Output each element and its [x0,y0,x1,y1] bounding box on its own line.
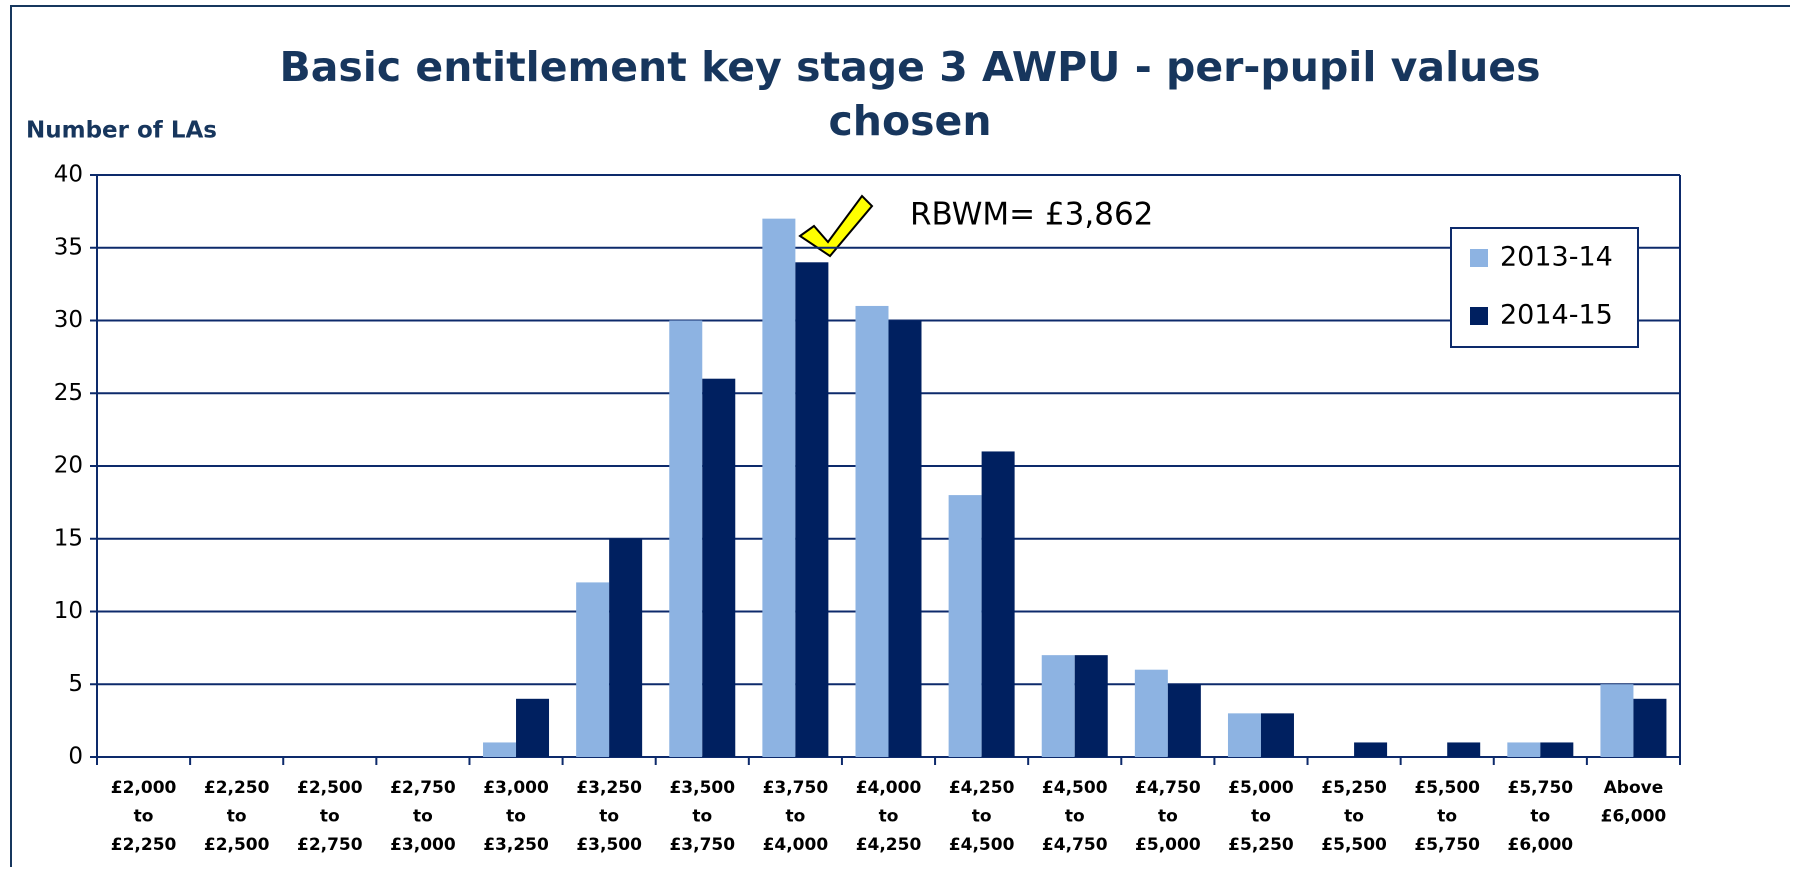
bar [609,538,643,757]
legend-label: 2013-14 [1500,242,1613,273]
bar [576,582,610,757]
checkmark [798,194,874,258]
legend-label: 2014-15 [1500,300,1613,331]
y-tick-label: 20 [54,453,83,479]
bar [1354,742,1388,757]
bar [762,218,796,757]
x-tick-label: £4,000 to £4,250 [856,778,922,855]
y-tick-label: 30 [54,307,83,333]
bar [669,320,703,757]
bar [1600,684,1634,757]
legend-swatch [1470,249,1488,267]
bar [516,698,550,757]
x-tick-label: £5,750 to £6,000 [1508,778,1574,855]
y-tick-label: 5 [68,671,83,697]
bar [948,495,982,757]
bar [483,742,517,757]
legend-swatch [1470,307,1488,325]
x-tick-label: £3,000 to £3,250 [483,778,549,855]
x-tick-label: £2,000 to £2,250 [111,778,177,855]
y-axis-label: Number of LAs [26,118,217,144]
frame [10,5,1790,867]
bar [1074,655,1108,757]
bar [888,320,922,757]
bar [1507,742,1541,757]
bar [1447,742,1481,757]
bar [855,305,889,757]
x-tick-label: £2,750 to £3,000 [390,778,456,855]
y-tick-label: 35 [54,234,83,260]
bar [1260,713,1294,757]
legend-box [1450,227,1639,348]
bar [1227,713,1261,757]
x-tick-label: £4,750 to £5,000 [1135,778,1201,855]
x-tick-label: £5,000 to £5,250 [1228,778,1294,855]
y-tick-label: 10 [54,598,83,624]
bar [1540,742,1574,757]
x-tick-label: £2,500 to £2,750 [297,778,363,855]
annotation: RBWM= £3,862 [910,197,1153,233]
y-tick-label: 15 [54,525,83,551]
bar [1134,669,1168,757]
x-tick-label: £4,500 to £4,750 [1042,778,1108,855]
y-tick-label: 0 [68,744,83,770]
bar [1633,698,1667,757]
x-tick-label: £4,250 to £4,500 [949,778,1015,855]
y-tick-label: 40 [54,162,83,188]
x-tick-label: £2,250 to £2,500 [204,778,270,855]
bar [702,378,736,757]
x-tick-label: £5,500 to £5,750 [1414,778,1480,855]
x-tick-label: £3,750 to £4,000 [763,778,829,855]
bar [1167,684,1201,757]
bar [981,451,1015,757]
bar [1041,655,1075,757]
x-tick-label: Above £6,000 [1601,778,1667,827]
x-tick-label: £3,250 to £3,500 [576,778,642,855]
bar [795,262,829,757]
chart-title: Basic entitlement key stage 3 AWPU - per… [279,43,1541,145]
x-tick-label: £5,250 to £5,500 [1321,778,1387,855]
x-tick-label: £3,500 to £3,750 [669,778,735,855]
y-tick-label: 25 [54,380,83,406]
